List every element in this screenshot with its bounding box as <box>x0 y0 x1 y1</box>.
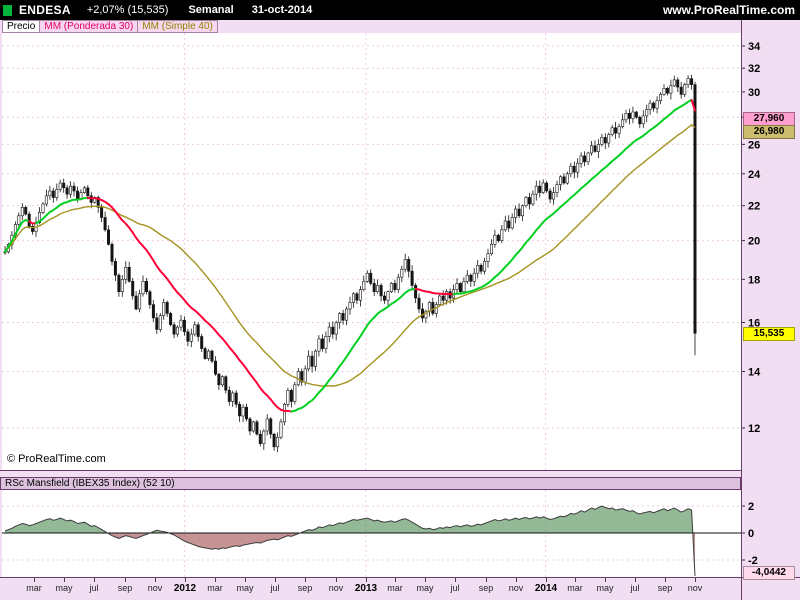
x-axis-month-label: jul <box>630 583 640 593</box>
status-icon <box>3 4 12 16</box>
time-axis-tick <box>305 578 306 582</box>
price-axis-tick-label: 20 <box>748 236 760 248</box>
time-axis-tick <box>185 578 186 582</box>
title-bar: ENDESA +2,07% (15,535) Semanal 31-oct-20… <box>0 0 800 20</box>
rsc-line <box>4 505 696 576</box>
price-axis-tick-label: 18 <box>748 274 760 286</box>
time-axis-tick <box>64 578 65 582</box>
time-axis-tick <box>486 578 487 582</box>
time-axis-tick <box>245 578 246 582</box>
legend-price-chip[interactable]: Precio <box>2 20 41 33</box>
x-axis-month-label: nov <box>687 583 703 593</box>
wma30-line <box>4 98 696 413</box>
candles-group <box>3 74 697 453</box>
price-change: +2,07% (15,535) <box>86 4 169 16</box>
x-axis-month-label: may <box>55 583 73 593</box>
x-axis-month-label: mar <box>26 583 42 593</box>
indicator-last-value-badge: -4,0442 <box>743 566 795 580</box>
price-axis-tick-label: 12 <box>748 423 760 435</box>
time-axis-tick <box>455 578 456 582</box>
sma40-line <box>4 124 696 387</box>
x-axis-month-label: jul <box>270 583 280 593</box>
time-axis-tick <box>605 578 606 582</box>
price-badge: 15,535 <box>743 327 795 341</box>
indicator-axis-tick-label: 0 <box>748 528 754 540</box>
time-axis-tick <box>215 578 216 582</box>
x-axis-year-label: 2012 <box>173 583 197 594</box>
time-axis-tick <box>546 578 547 582</box>
x-axis-month-label: jul <box>450 583 460 593</box>
x-axis-month-label: may <box>416 583 434 593</box>
timeframe-label: Semanal <box>188 4 234 16</box>
price-axis-separator <box>741 20 742 600</box>
time-axis-tick <box>395 578 396 582</box>
indicator-axis-tick-label: -2 <box>748 555 758 567</box>
price-badge: 27,960 <box>743 112 795 126</box>
price-axis-tick-label: 16 <box>748 318 760 330</box>
time-axis-tick <box>575 578 576 582</box>
price-plot-background <box>2 33 741 470</box>
time-axis-tick <box>34 578 35 582</box>
price-badge: 26,980 <box>743 125 795 139</box>
x-axis-month-label: sep <box>297 583 313 593</box>
x-axis-month-label: mar <box>567 583 583 593</box>
indicator-chart-svg: 2 0 -2 <box>2 490 758 577</box>
x-axis-month-label: jul <box>89 583 99 593</box>
price-axis-tick-label: 26 <box>748 139 760 151</box>
time-axis-tick <box>665 578 666 582</box>
legend-wma30-chip[interactable]: MM (Ponderada 30) <box>39 20 139 33</box>
x-axis-month-label: sep <box>478 583 494 593</box>
x-axis-month-label: mar <box>207 583 223 593</box>
axis-separator <box>0 577 800 578</box>
price-axis-tick-label: 34 <box>748 41 761 53</box>
x-axis-month-label: nov <box>328 583 344 593</box>
time-axis-tick <box>425 578 426 582</box>
legend-sma40-chip[interactable]: MM (Simple 40) <box>137 20 218 33</box>
x-axis-month-label: may <box>596 583 614 593</box>
x-axis-month-label: nov <box>508 583 524 593</box>
chart-legend: Precio MM (Ponderada 30) MM (Simple 40) <box>2 20 218 33</box>
price-axis-tick-label: 30 <box>748 87 760 99</box>
time-axis-tick <box>366 578 367 582</box>
indicator-axis-tick-label: 2 <box>748 501 754 513</box>
time-axis-tick <box>275 578 276 582</box>
copyright-watermark: © ProRealTime.com <box>7 453 106 465</box>
x-axis-month-label: sep <box>117 583 133 593</box>
symbol-name: ENDESA <box>19 3 71 17</box>
panel-separator <box>0 470 741 471</box>
x-axis-month-label: sep <box>657 583 673 593</box>
x-axis-month-label: nov <box>147 583 163 593</box>
time-axis-tick <box>155 578 156 582</box>
x-axis-year-label: 2013 <box>354 583 378 594</box>
indicator-title-bar[interactable]: RSc Mansfield (IBEX35 Index) (52 10) <box>0 477 741 490</box>
time-axis-tick <box>94 578 95 582</box>
site-watermark: www.ProRealTime.com <box>662 3 795 17</box>
time-axis-tick <box>336 578 337 582</box>
time-axis-tick <box>695 578 696 582</box>
time-axis-tick <box>516 578 517 582</box>
price-axis-tick-label: 32 <box>748 63 760 75</box>
rsc-positive-area <box>5 506 695 533</box>
x-axis-month-label: mar <box>387 583 403 593</box>
last-date-label: 31-oct-2014 <box>251 4 313 16</box>
time-axis-tick <box>635 578 636 582</box>
price-axis-tick-label: 24 <box>748 169 761 181</box>
price-axis-tick-label: 14 <box>748 367 761 379</box>
x-axis-year-label: 2014 <box>534 583 558 594</box>
price-axis-tick-label: 22 <box>748 201 760 213</box>
x-axis-month-label: may <box>236 583 254 593</box>
price-chart-svg: 343230282624222018161412 <box>2 33 761 470</box>
time-axis-tick <box>125 578 126 582</box>
